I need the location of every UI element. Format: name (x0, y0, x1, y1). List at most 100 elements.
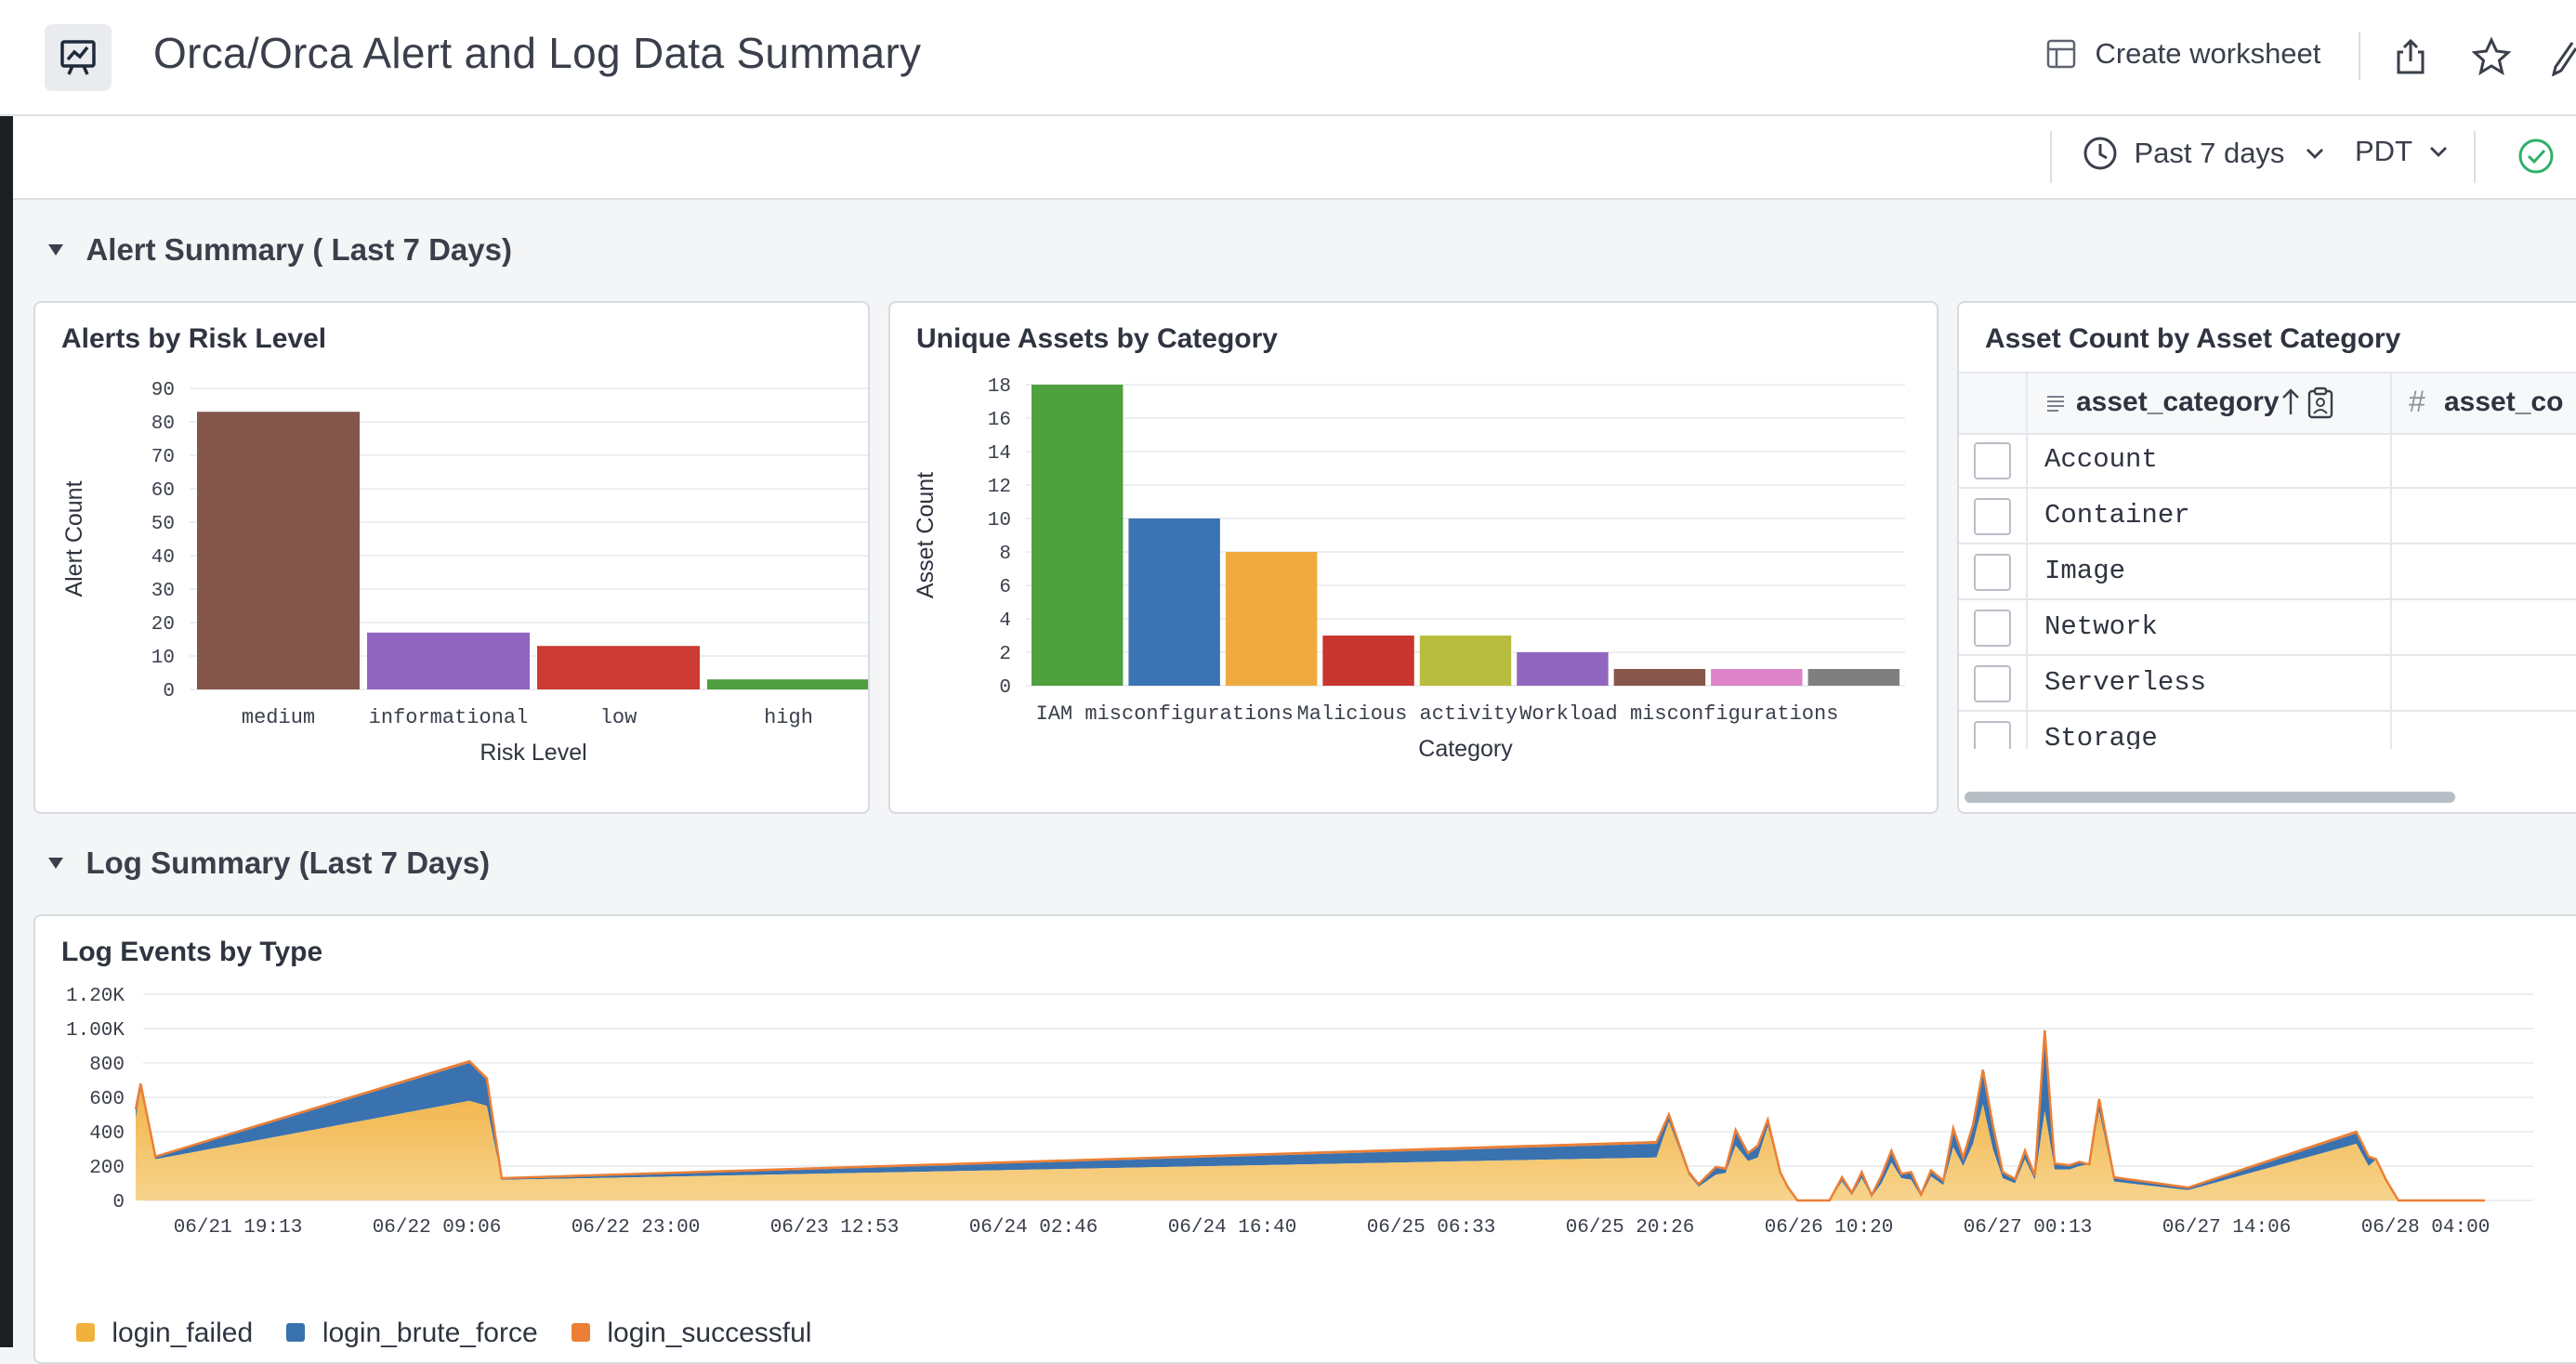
horizontal-scrollbar[interactable] (1965, 792, 2455, 803)
cell-asset-category: Serverless (2044, 667, 2207, 698)
x-axis-label: Risk Level (480, 740, 586, 766)
table-row[interactable]: Image (1959, 544, 2576, 600)
page-title: Orca/Orca Alert and Log Data Summary (153, 29, 922, 77)
legend-label: login_successful (607, 1318, 812, 1348)
x-tick-label: 06/25 06:33 (1367, 1217, 1496, 1239)
number-column-icon: # (2409, 385, 2425, 418)
y-tick-label: 60 (151, 480, 175, 502)
y-tick-label: 50 (151, 514, 175, 535)
y-tick-label: 20 (151, 614, 175, 636)
bar (1711, 669, 1803, 686)
timezone-select[interactable]: PDT (2355, 135, 2450, 168)
panel-title: Alerts by Risk Level (61, 323, 327, 354)
toolbar-divider (2050, 131, 2052, 183)
legend-swatch (76, 1323, 95, 1342)
x-tick-label: informational (369, 706, 529, 729)
log-section-title: Log Summary (Last 7 Days) (85, 846, 491, 880)
x-tick-label: 06/27 14:06 (2162, 1217, 2292, 1239)
dashboard-icon-container[interactable] (45, 24, 112, 91)
row-checkbox[interactable] (1974, 721, 2011, 749)
cell-asset-category: Account (2044, 444, 2158, 475)
column-divider (2390, 600, 2392, 654)
asset-count-panel: Asset Count by Asset Category asset_cate… (1957, 301, 2576, 814)
legend-item-login-failed[interactable]: login_failed (76, 1318, 260, 1348)
cell-asset-category: Network (2044, 611, 2158, 642)
column-divider (2390, 489, 2392, 543)
column-header-asset-category[interactable]: asset_category (2076, 387, 2280, 417)
filter-toolbar: Past 7 days PDT (13, 116, 2576, 200)
y-tick-label: 16 (988, 410, 1011, 431)
x-tick-label: 06/27 00:13 (1964, 1217, 2093, 1239)
x-tick-label: IAM misconfigurations (1036, 702, 1294, 726)
y-tick-label: 600 (89, 1089, 125, 1110)
bar (1613, 669, 1706, 686)
y-axis-label: Alert Count (61, 480, 87, 597)
edit-icon[interactable] (2550, 39, 2576, 76)
table-row[interactable]: Serverless (1959, 656, 2576, 712)
worksheet-icon (2046, 39, 2076, 69)
alerts-by-risk-panel: Alerts by Risk Level 0 10 20 30 40 50 60 70 80 90… (33, 301, 870, 814)
clipboard-icon[interactable] (2307, 387, 2334, 420)
log-events-chart: 0 200 400 600 800 1.00K 1.20K 06/21 19:13 06/22 … (66, 986, 2533, 1239)
bar (1032, 385, 1124, 686)
panel-title: Unique Assets by Category (916, 323, 1278, 354)
legend-swatch (286, 1323, 306, 1342)
table-row[interactable]: Account (1959, 433, 2576, 489)
legend-label: login_brute_force (322, 1318, 538, 1348)
row-checkbox[interactable] (1974, 610, 2011, 647)
column-divider (2026, 656, 2028, 710)
panel-title: Asset Count by Asset Category (1985, 323, 2401, 354)
row-checkbox[interactable] (1974, 665, 2011, 702)
table-header: asset_category # asset_co (1959, 372, 2576, 435)
legend-item-login-brute-force[interactable]: login_brute_force (286, 1318, 545, 1348)
y-tick-label: 2 (999, 644, 1011, 665)
chart-legend: login_failed login_brute_force login_suc… (76, 1318, 811, 1349)
bar (1419, 636, 1512, 686)
x-tick-label: 06/24 02:46 (969, 1217, 1098, 1239)
create-worksheet-label: Create worksheet (2095, 37, 2321, 70)
row-checkbox[interactable] (1974, 554, 2011, 591)
chevron-down-icon (2430, 147, 2448, 157)
sort-ascending-icon[interactable] (2280, 387, 2301, 418)
y-tick-label: 6 (999, 577, 1011, 598)
column-divider (2026, 600, 2028, 654)
log-section-header[interactable]: Log Summary (Last 7 Days) (48, 846, 490, 881)
panel-title: Log Events by Type (61, 937, 323, 967)
header-bar: Orca/Orca Alert and Log Data Summary Cre… (0, 0, 2576, 116)
time-range-label: Past 7 days (2134, 137, 2285, 169)
y-tick-label: 30 (151, 581, 175, 602)
column-header-asset-count[interactable]: asset_co (2444, 387, 2564, 417)
share-icon[interactable] (2392, 37, 2429, 76)
bar (1517, 652, 1609, 686)
bar (537, 646, 700, 689)
x-tick-label: Workload misconfigurations (1519, 702, 1838, 726)
check-circle-icon[interactable] (2517, 137, 2556, 176)
column-divider (2026, 374, 2028, 433)
create-worksheet-button[interactable]: Create worksheet (2044, 37, 2320, 71)
table-row[interactable]: Storage (1959, 712, 2576, 749)
clock-icon (2083, 137, 2117, 170)
row-checkbox[interactable] (1974, 498, 2011, 535)
y-tick-label: 400 (89, 1123, 125, 1145)
y-tick-label: 800 (89, 1055, 125, 1076)
table-row[interactable]: Container (1959, 489, 2576, 544)
y-tick-label: 1.20K (66, 986, 125, 1007)
x-tick-label: high (764, 706, 813, 729)
toolbar-divider (2474, 131, 2476, 183)
y-tick-label: 0 (163, 681, 175, 702)
timezone-label: PDT (2355, 135, 2412, 167)
y-tick-label: 90 (151, 380, 175, 401)
legend-item-login-successful[interactable]: login_successful (572, 1318, 811, 1348)
column-divider (2390, 656, 2392, 710)
x-tick-label: 06/24 16:40 (1168, 1217, 1297, 1239)
y-tick-label: 12 (988, 477, 1011, 498)
alert-section-header[interactable]: Alert Summary ( Last 7 Days) (48, 232, 512, 268)
x-axis-label: Category (1418, 736, 1513, 762)
row-checkbox[interactable] (1974, 442, 2011, 479)
y-tick-label: 80 (151, 413, 175, 435)
time-range-select[interactable]: Past 7 days (2082, 135, 2326, 172)
table-row[interactable]: Network (1959, 600, 2576, 656)
x-tick-label: 06/21 19:13 (174, 1217, 303, 1239)
star-icon[interactable] (2472, 37, 2511, 76)
column-divider (2026, 712, 2028, 749)
